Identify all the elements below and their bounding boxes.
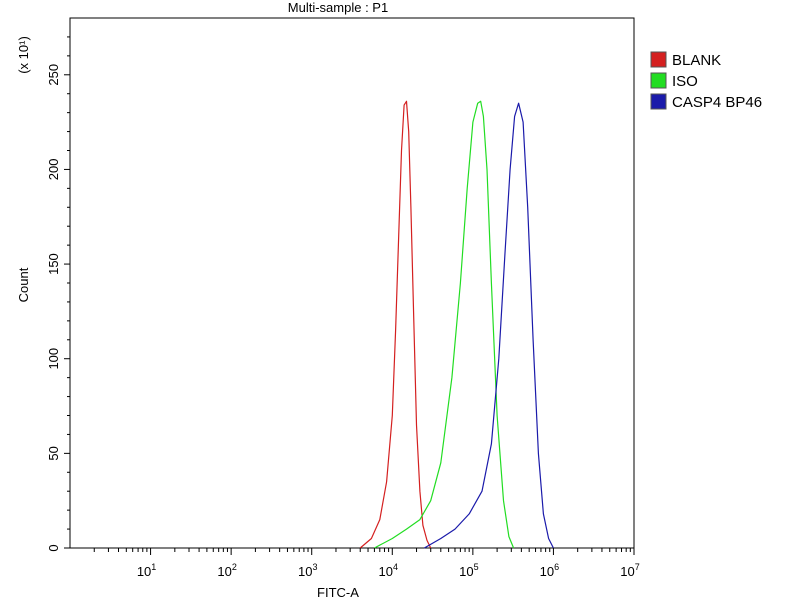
y-tick-label: 200 <box>46 159 61 181</box>
y-tick-label: 100 <box>46 348 61 370</box>
x-tick-label: 101 <box>137 562 156 579</box>
series-line-casp4-bp46 <box>424 102 554 549</box>
axes-layer: 0 50 100 150 200 250 101 102 103 104 105 106 107 <box>46 36 640 579</box>
y-tick-label: 150 <box>46 253 61 275</box>
series-line-blank <box>359 100 432 549</box>
y-tick-label: 250 <box>46 64 61 86</box>
x-tick-label: 105 <box>459 562 478 579</box>
legend-swatch <box>650 51 667 68</box>
legend-label: CASP4 BP46 <box>672 94 762 111</box>
plot-area <box>69 17 635 549</box>
series-layer <box>359 100 554 549</box>
x-tick-label: 107 <box>620 562 639 579</box>
y-tick-label: 0 <box>46 544 61 551</box>
chart-title: Multi-sample : P1 <box>288 0 388 15</box>
y-axis-label: Count <box>16 267 31 302</box>
legend-swatch <box>650 72 667 89</box>
x-tick-label: 104 <box>379 562 398 579</box>
legend: BLANK ISO CASP4 BP46 <box>650 51 762 111</box>
x-tick-label: 102 <box>217 562 236 579</box>
y-multiplier-label: (x 10¹) <box>16 36 31 74</box>
series-line-iso <box>374 100 515 549</box>
plot-frame <box>69 17 635 549</box>
x-tick-label: 106 <box>540 562 559 579</box>
x-axis-label: FITC-A <box>317 585 359 600</box>
x-tick-label: 103 <box>298 562 317 579</box>
y-multiplier: (x 10¹) <box>16 36 31 74</box>
y-tick-label: 50 <box>46 446 61 460</box>
legend-label: BLANK <box>672 52 721 69</box>
legend-label: ISO <box>672 73 698 90</box>
legend-swatch <box>650 93 667 110</box>
